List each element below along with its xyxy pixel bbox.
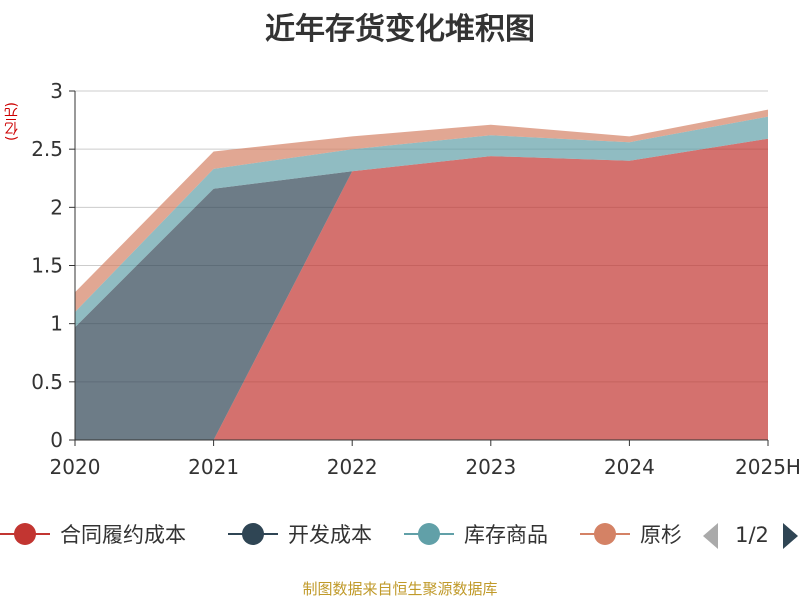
y-tick-label: 3 (50, 79, 63, 103)
legend-label: 开发成本 (288, 523, 372, 547)
legend-label: 合同履约成本 (60, 523, 186, 547)
legend-item: 库存商品 (404, 523, 548, 547)
legend-label: 原杉 (640, 523, 682, 547)
y-tick-label: 0 (50, 428, 63, 452)
area-series (75, 109, 768, 440)
area-3 (75, 116, 768, 328)
axes: 0 0.5 1 1.5 2 2.5 3 2020 2021 2022 2023 2024 2025H (31, 79, 800, 479)
chart-title: 近年存货变化堆积图 (265, 12, 535, 47)
x-tick-label: 2020 (50, 455, 101, 479)
legend-item: 开发成本 (228, 523, 372, 547)
legend-label: 库存商品 (464, 523, 548, 547)
legend: 合同履约成本 开发成本 库存商品 原杉 1/2 (0, 514, 800, 554)
source-note: 制图数据来自恒生聚源数据库 (302, 580, 498, 598)
legend-item: 合同履约成本 (0, 523, 186, 547)
area-2 (75, 138, 768, 440)
x-tick-label: 2022 (327, 455, 378, 479)
y-tick-label: 1 (50, 312, 63, 336)
legend-marker (594, 523, 616, 545)
x-tick-label: 2023 (465, 455, 516, 479)
y-tick-label: 2.5 (31, 137, 63, 161)
legend-marker (14, 523, 36, 545)
legend-prev-icon (703, 523, 718, 549)
area-1 (75, 138, 768, 440)
x-tick-label: 2021 (188, 455, 239, 479)
y-tick-label: 1.5 (31, 254, 63, 278)
y-tick-label: 2 (50, 195, 63, 219)
legend-marker (418, 523, 440, 545)
legend-next-icon (783, 523, 798, 549)
legend-page-indicator: 1/2 (735, 523, 769, 547)
legend-clip (682, 514, 800, 554)
y-tick-label: 0.5 (31, 370, 63, 394)
x-tick-label: 2024 (604, 455, 655, 479)
legend-marker (242, 523, 264, 545)
legend-item: 原杉 (580, 523, 682, 547)
x-tick-label: 2025H (735, 455, 800, 479)
area-4 (75, 109, 768, 312)
